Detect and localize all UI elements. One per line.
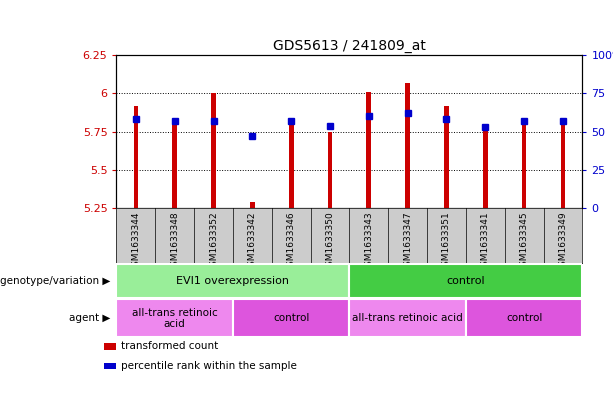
Bar [328,132,332,208]
Bar [367,92,371,208]
Title: GDS5613 / 241809_at: GDS5613 / 241809_at [273,39,426,53]
Bar [466,299,582,337]
Text: GSM1633347: GSM1633347 [403,211,412,272]
Bar [233,299,349,337]
Text: transformed count: transformed count [121,342,218,351]
Bar [104,343,116,350]
Text: EVI1 overexpression: EVI1 overexpression [177,276,289,286]
Text: GSM1633342: GSM1633342 [248,211,257,272]
Bar [444,106,449,208]
Bar [134,106,138,208]
Text: control: control [446,276,485,286]
Bar [116,299,233,337]
Bar [522,121,527,208]
Bar [349,299,466,337]
Bar [250,202,254,208]
Bar [289,118,294,208]
Bar [116,264,349,298]
Text: genotype/variation ▶: genotype/variation ▶ [0,276,110,286]
Text: GSM1633350: GSM1633350 [326,211,335,272]
Bar [483,127,487,208]
Text: agent ▶: agent ▶ [69,313,110,323]
Text: GSM1633345: GSM1633345 [520,211,528,272]
Text: GSM1633351: GSM1633351 [442,211,451,272]
Bar [561,121,565,208]
Bar [349,264,582,298]
Bar [405,83,410,208]
Text: control: control [506,313,543,323]
Bar [211,93,216,208]
Text: GSM1633343: GSM1633343 [364,211,373,272]
Text: GSM1633352: GSM1633352 [209,211,218,272]
Text: GSM1633349: GSM1633349 [558,211,568,272]
Text: GSM1633346: GSM1633346 [287,211,295,272]
Text: control: control [273,313,310,323]
Bar [172,121,177,208]
Text: all-trans retinoic
acid: all-trans retinoic acid [132,308,218,329]
Text: GSM1633341: GSM1633341 [481,211,490,272]
Text: GSM1633348: GSM1633348 [170,211,179,272]
Text: percentile rank within the sample: percentile rank within the sample [121,361,297,371]
Text: GSM1633344: GSM1633344 [131,211,140,272]
Bar [104,363,116,369]
Text: all-trans retinoic acid: all-trans retinoic acid [352,313,463,323]
